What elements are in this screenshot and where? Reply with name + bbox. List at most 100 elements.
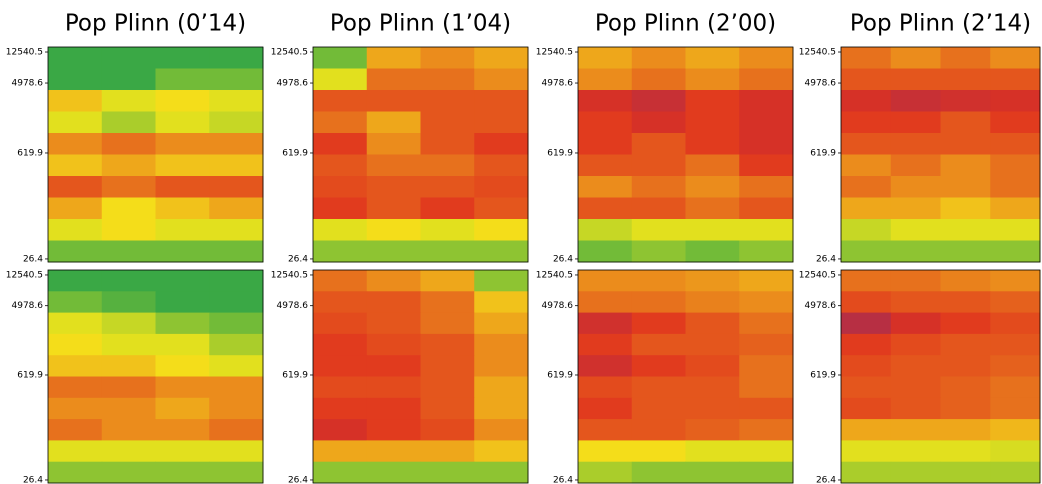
heat-cell [313,461,368,484]
y-tick-label: 619.9 [547,370,573,380]
y-tick-label: 12540.5 [6,48,43,58]
heat-cell [940,47,991,69]
heat-cell [739,376,794,399]
heat-cell [631,219,686,241]
heat-cell [578,461,633,484]
heat-cell [631,90,686,112]
heat-cell [990,355,1041,377]
heat-cell [890,397,941,420]
heat-cell [313,176,368,198]
heat-cell [209,111,264,134]
heat-cell [990,68,1041,91]
heat-cell [420,68,475,91]
heat-cell [578,68,633,91]
heat-cell [990,291,1041,314]
heat-cell [631,461,686,484]
heat-cell [578,219,633,241]
heat-cell [739,68,794,91]
heat-cell [841,154,892,177]
heat-cell [101,312,156,335]
heat-cell [940,291,991,314]
heat-cell [890,461,941,484]
heat-cell [940,270,991,292]
heat-cell [101,133,156,155]
heat-cell [101,270,156,292]
y-tick-label: 12540.5 [6,270,43,280]
heat-cell [578,47,633,69]
y-tick-label: 26.4 [288,475,308,484]
heat-cell [685,376,740,399]
heat-cell [474,355,529,377]
heat-cell [48,133,103,155]
y-tick-label: 619.9 [282,370,308,380]
heat-cell [841,333,892,356]
heat-cell [209,176,264,198]
y-tick-label: 26.4 [553,254,573,264]
plot-frame [577,46,794,263]
heat-cell [890,176,941,198]
panel-title: Pop Plinn (2’00) [595,11,776,37]
heat-cell [366,176,421,198]
heat-cell [474,197,529,220]
plot-frame [312,269,529,484]
heat-cell [48,68,103,91]
heat-cell [631,154,686,177]
heat-cell [841,376,892,399]
heat-cell [940,197,991,220]
heat-cell [366,333,421,356]
heat-cell [48,47,103,69]
heat-cell [685,461,740,484]
heat-cell [739,47,794,69]
heat-cell [890,291,941,314]
heat-cell [631,240,686,263]
plot-frame [47,269,264,484]
heat-cell [474,219,529,241]
heat-cell [101,397,156,420]
heat-cell [313,68,368,91]
heat-cell [48,312,103,335]
heat-cell [890,333,941,356]
heat-cell [48,355,103,377]
heat-cell [420,111,475,134]
heat-cell [48,440,103,463]
heat-cell [209,355,264,377]
heat-cell [578,291,633,314]
heat-cell [366,154,421,177]
heat-cell [890,219,941,241]
heat-cell [101,219,156,241]
heat-cell [990,440,1041,463]
heat-cell [48,397,103,420]
heat-cell [101,197,156,220]
heat-cell [685,47,740,69]
heat-cell [209,68,264,91]
heat-cell [474,111,529,134]
heat-cell [631,333,686,356]
heat-cell [155,291,210,314]
heat-cell [366,240,421,263]
y-tick-label: 619.9 [17,370,43,380]
heat-cell [685,133,740,155]
heat-cell [366,291,421,314]
heat-cell [101,376,156,399]
heat-cell [366,440,421,463]
heat-cell [313,47,368,69]
heat-cell [366,376,421,399]
heat-cell [209,219,264,241]
heat-cell [313,133,368,155]
heat-cell [101,240,156,263]
heat-cell [685,197,740,220]
heat-cell [155,355,210,377]
heat-cell [841,90,892,112]
y-tick-label: 12540.5 [799,270,836,280]
heat-cell [474,176,529,198]
heat-cell [474,270,529,292]
heat-cell [420,90,475,112]
heat-cell [990,240,1041,263]
heat-cell [155,68,210,91]
heat-cell [841,176,892,198]
heat-cell [474,68,529,91]
heat-cell [209,47,264,69]
heat-cell [420,376,475,399]
y-tick-label: 26.4 [553,475,573,484]
